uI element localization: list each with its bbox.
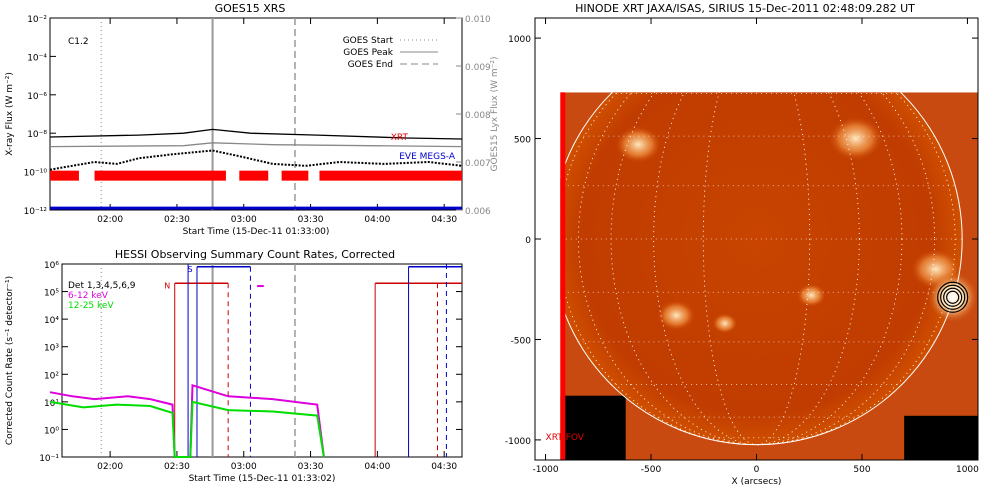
goes-legend-dotted: GOES Start [343,36,394,46]
goes-long-line [49,128,463,140]
goes-legend-solid: GOES Peak [343,48,393,58]
grid-longitude [578,92,935,446]
hessi-ytick-label: 10⁶ [44,261,59,271]
active-region [615,126,662,164]
goes-ylabel-right: GOES15 Lyx Flux (W m⁻²) [490,57,500,172]
grid-longitude [653,92,860,446]
solar-limb [560,92,963,446]
xrt-coverage-bar [281,170,309,181]
xrt-coverage-bar [50,170,79,181]
goes-class-label: C1.2 [68,37,89,47]
goes-ytick-label: 10⁻⁴ [27,53,47,63]
xrt-ytick-label: 0 [525,236,531,246]
goes-lyx-line [49,142,463,148]
xrt-ytick-label: -1000 [505,437,531,447]
hessi-title: HESSI Observing Summary Count Rates, Cor… [115,248,395,261]
goes-xtick-label: 04:00 [364,215,390,225]
goes-xtick-label: 02:00 [97,215,123,225]
dark-corner [904,415,978,460]
hessi-night-flag: N [164,282,170,291]
goes-legend-dashed: GOES End [348,60,393,70]
hessi-legend-1: 6-12 keV [68,291,109,301]
hessi-ylabel: Corrected Count Rate (s⁻¹ detector⁻¹) [5,276,15,445]
hessi-legend-2: 12-25 keV [68,301,114,311]
hessi-xtick-label: 03:00 [231,462,257,472]
xrt-xtick-label: 500 [853,465,870,475]
active-region [712,313,738,334]
dark-corner [560,395,626,460]
hessi-ytick-label: 10⁻¹ [39,454,59,464]
hessi-6-12-line [49,383,325,458]
hessi-xtick-label: 02:00 [97,462,123,472]
goes-xtick-label: 03:30 [298,215,324,225]
goes-ytick-label: 10⁻¹² [24,207,48,217]
goes-ylabel: X-ray Flux (W m⁻²) [5,72,15,156]
xrt-xtick-label: 1000 [956,465,979,475]
xrt-xtick-label: -1000 [532,465,558,475]
xrt-coverage-bar [94,170,226,181]
goes-ytick-right-label: 0.006 [465,207,491,217]
xrt-image [560,92,978,460]
flare-brightening [927,271,978,323]
goes-ytick-label: 10⁻⁶ [27,92,47,102]
hessi-12-25-line [49,400,325,458]
goes-xtick-label: 04:30 [431,215,457,225]
hessi-xtick-label: 04:30 [431,462,457,472]
flare-contour [946,290,960,304]
goes-xtick-label: 03:00 [231,215,257,225]
hessi-ytick-label: 10⁴ [44,316,59,326]
hessi-xtick-label: 04:00 [364,462,390,472]
goes-ytick-right-label: 0.007 [465,159,491,169]
hessi-frame [61,263,463,458]
goes-xtick-label: 02:30 [164,215,190,225]
goes-ytick-right-label: 0.008 [465,111,491,121]
goes-ytick-label: 10⁻⁸ [27,130,47,140]
flare-contour [943,287,963,307]
active-region [828,116,884,161]
goes-short-line [49,149,463,171]
hessi-saa-flag: S [187,265,192,274]
hessi-xtick-label: 03:30 [298,462,324,472]
fov-edge [560,92,566,460]
flare-contour [940,284,966,310]
goes-ytick-label: 10⁻² [27,15,47,25]
goes-ytick-label: 10⁻¹⁰ [24,169,48,179]
goes-frame [49,17,463,211]
flare-contour [937,281,969,313]
goes-ytick-right-label: 0.010 [465,15,491,25]
hessi-ytick-label: 10¹ [44,399,59,409]
hessi-ytick-label: 10³ [44,344,59,354]
active-region [796,283,827,308]
hessi-legend-0: Det 1,3,4,5,6,9 [68,281,136,291]
hessi-xtick-label: 02:30 [164,462,190,472]
xrt-title: HINODE XRT JAXA/ISAS, SIRIUS 15-Dec-2011… [575,2,915,15]
xrt-ytick-label: 500 [514,136,531,146]
hessi-ytick-label: 10⁰ [44,426,59,436]
goes-title: GOES15 XRS [215,2,286,15]
hessi-xlabel: Start Time (15-Dec-11 01:33:02) [189,474,336,484]
xrt-ytick-label: 1000 [508,35,531,45]
xrt-label: XRT [391,133,409,143]
active-region [657,300,696,331]
xrt-coverage-bar [319,170,462,181]
grid-longitude [702,92,811,446]
grid-longitude [610,92,903,446]
fov-label: XRT FOV [546,433,585,443]
goes-xlabel: Start Time (15-Dec-11 01:33:00) [183,227,330,237]
xrt-xlabel: X (arcsecs) [732,477,782,487]
hessi-ytick-label: 10⁵ [44,289,59,299]
xrt-xtick-label: -500 [641,465,662,475]
sun-disk [560,92,963,445]
xrt-xtick-label: 0 [754,465,760,475]
xrt-ytick-label: -500 [511,336,532,346]
eve-label: EVE MEGS-A [399,152,456,162]
xrt-coverage-bar [239,170,269,181]
goes-ytick-right-label: 0.009 [465,63,491,73]
hessi-ytick-label: 10² [44,371,59,381]
